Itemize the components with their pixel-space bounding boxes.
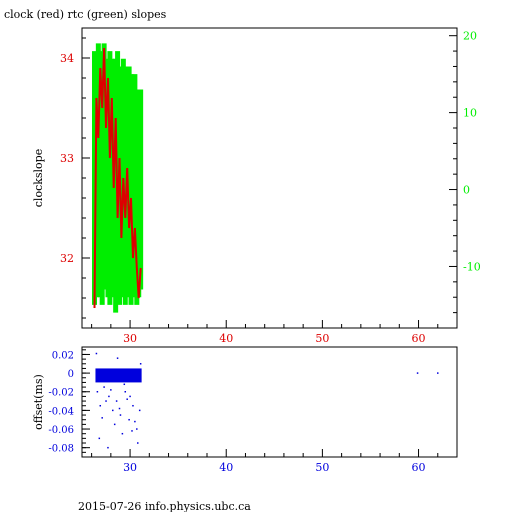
offset-point bbox=[121, 432, 124, 435]
offset-point bbox=[128, 418, 130, 421]
y-left-tick-label: 32 bbox=[60, 252, 74, 265]
y-right-tick-label: 0 bbox=[463, 184, 470, 197]
clock-line bbox=[93, 47, 142, 309]
offset-point bbox=[131, 430, 133, 432]
offset-point bbox=[110, 389, 112, 391]
offset-point bbox=[134, 420, 136, 423]
offset-point bbox=[132, 404, 134, 407]
offset-point bbox=[137, 442, 139, 444]
offset-point bbox=[139, 363, 142, 365]
offset-point bbox=[107, 446, 109, 449]
offset-point bbox=[105, 400, 107, 402]
y-tick-label: -0.04 bbox=[48, 406, 74, 417]
x-tick-label: 60 bbox=[412, 332, 426, 345]
y-tick-label: -0.08 bbox=[48, 444, 74, 455]
offset-point bbox=[119, 414, 122, 416]
y-right-tick-label: -10 bbox=[463, 260, 481, 273]
y-left-tick-label: 34 bbox=[60, 52, 74, 65]
x-tick-label: 50 bbox=[315, 332, 329, 345]
slope-axes: 30 40 50 60 32 33 34 -10 0 10 20 bbox=[60, 30, 481, 345]
offset-point bbox=[113, 423, 116, 426]
offset-point bbox=[98, 437, 101, 440]
offset-point bbox=[96, 390, 99, 393]
x-tick-label: 40 bbox=[219, 332, 233, 345]
slope-panel: 30 40 50 60 32 33 34 -10 0 10 20 clockslope bbox=[32, 27, 481, 345]
offset-y-axis-label: offset(ms) bbox=[32, 374, 45, 430]
x-tick-label: 60 bbox=[412, 461, 426, 474]
y-tick-label: -0.02 bbox=[48, 388, 74, 399]
offset-point bbox=[129, 395, 131, 398]
offset-point bbox=[99, 404, 102, 407]
offset-point bbox=[95, 352, 98, 355]
offset-point bbox=[138, 409, 141, 412]
offset-point bbox=[118, 407, 121, 410]
offset-point bbox=[416, 372, 419, 374]
offset-point bbox=[123, 383, 126, 386]
offset-point bbox=[112, 409, 114, 412]
y-tick-label: 0.02 bbox=[52, 350, 74, 361]
chart-title: clock (red) rtc (green) slopes bbox=[4, 8, 167, 21]
offset-point bbox=[115, 400, 118, 402]
offset-panel-frame bbox=[81, 346, 458, 458]
y-tick-label: -0.06 bbox=[48, 425, 74, 436]
offset-point bbox=[101, 417, 103, 419]
x-tick-label: 30 bbox=[123, 461, 137, 474]
offset-point bbox=[124, 390, 127, 393]
offset-band bbox=[95, 368, 142, 383]
offset-panel: 30 40 50 60 0.02 0 -0.02 -0.04 -0.06 -0.08 offset… bbox=[32, 346, 458, 474]
clock-series bbox=[93, 47, 142, 309]
x-tick-label: 40 bbox=[219, 461, 233, 474]
y-right-tick-label: 20 bbox=[463, 30, 477, 43]
offset-point bbox=[103, 386, 105, 388]
offset-axes: 30 40 50 60 0.02 0 -0.02 -0.04 -0.06 -0.08 bbox=[48, 349, 458, 474]
y-right-tick-label: 10 bbox=[463, 107, 477, 120]
x-tick-label: 50 bbox=[315, 461, 329, 474]
offset-point bbox=[136, 428, 138, 430]
slope-y-axis-label: clockslope bbox=[32, 149, 45, 207]
y-tick-label: 0 bbox=[68, 369, 74, 380]
offset-point bbox=[437, 372, 439, 374]
offset-point bbox=[126, 398, 128, 400]
offset-point bbox=[116, 357, 119, 359]
y-left-tick-label: 33 bbox=[60, 152, 74, 165]
footer-credit: 2015-07-26 info.physics.ubc.ca bbox=[78, 500, 251, 512]
offset-point bbox=[108, 395, 110, 398]
offset-points bbox=[95, 352, 439, 449]
x-tick-label: 30 bbox=[123, 332, 137, 345]
